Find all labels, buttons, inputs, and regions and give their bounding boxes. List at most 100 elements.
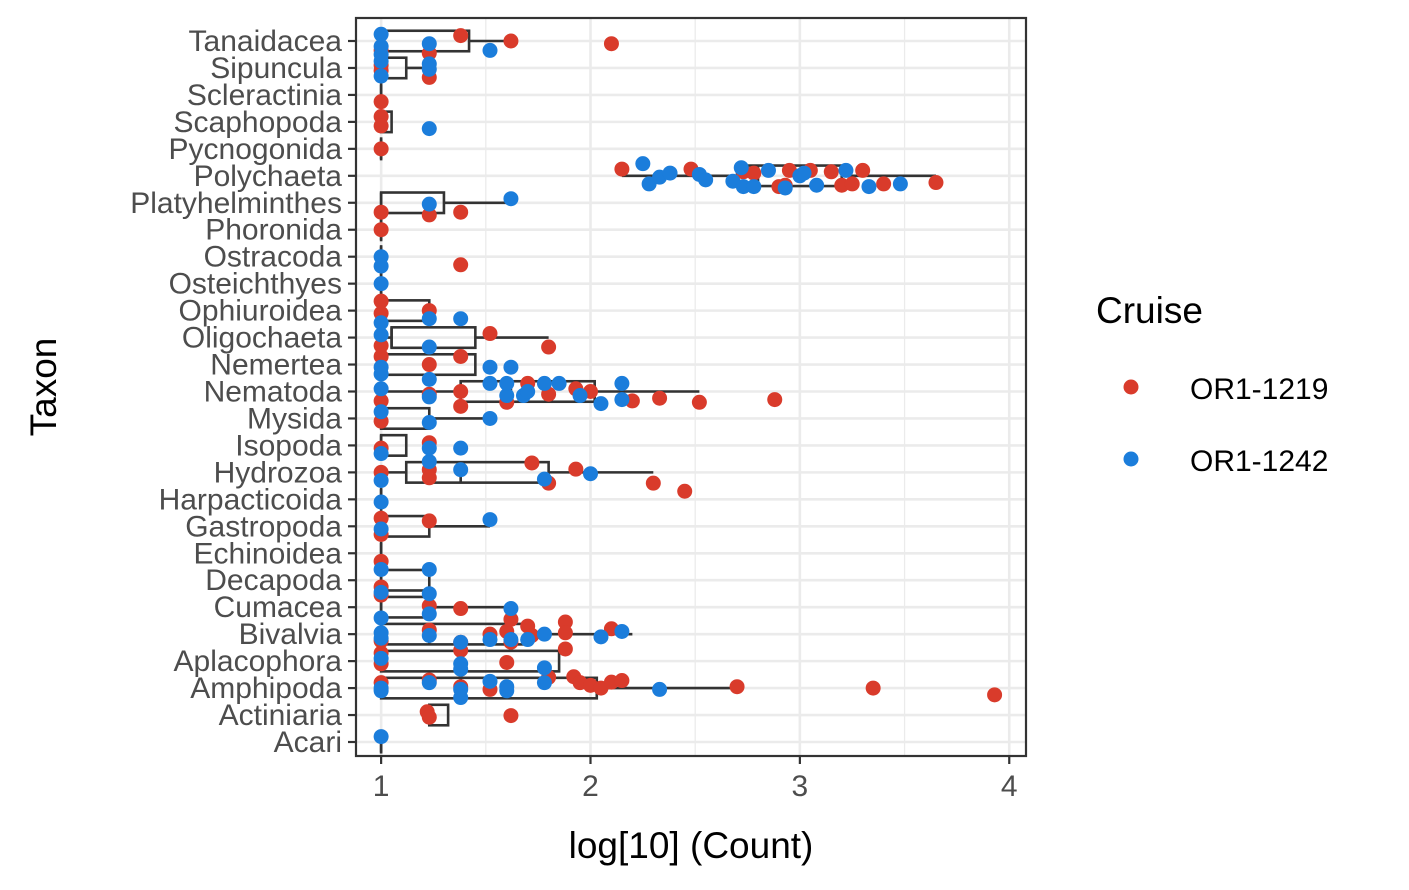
point-or1-1219 xyxy=(928,175,944,191)
point-or1-1242 xyxy=(373,446,389,462)
panel-border xyxy=(354,16,1028,758)
point-or1-1219 xyxy=(614,161,630,177)
point-or1-1242 xyxy=(838,162,854,178)
legend-key-or1-1219 xyxy=(1123,379,1139,395)
point-or1-1242 xyxy=(536,375,552,391)
y-tick-label-cumacea: Cumacea xyxy=(214,591,343,624)
point-or1-1219 xyxy=(652,390,668,406)
y-tick-label-bivalvia: Bivalvia xyxy=(239,618,343,651)
point-or1-1242 xyxy=(503,601,519,617)
legend-key-or1-1242 xyxy=(1123,451,1139,467)
point-or1-1242 xyxy=(373,680,389,696)
point-or1-1242 xyxy=(614,392,630,408)
legend-label-or1-1219: OR1-1219 xyxy=(1190,373,1328,406)
point-or1-1242 xyxy=(536,471,552,487)
point-or1-1219 xyxy=(373,222,389,238)
point-or1-1242 xyxy=(421,121,437,137)
y-tick-label-polychaeta: Polychaeta xyxy=(194,160,343,193)
x-tick-label: 4 xyxy=(1001,770,1018,803)
point-or1-1242 xyxy=(482,42,498,58)
x-tick-label: 2 xyxy=(582,770,599,803)
point-or1-1242 xyxy=(373,366,389,382)
y-tick-label-acari: Acari xyxy=(274,726,342,759)
y-tick-label-isopoda: Isopoda xyxy=(235,429,342,462)
x-tick-label: 1 xyxy=(373,770,390,803)
y-tick-label-mysida: Mysida xyxy=(247,402,342,435)
y-tick-label-platyhelminthes: Platyhelminthes xyxy=(130,187,342,220)
x-axis: 1 2 3 4 xyxy=(373,756,1018,803)
point-or1-1219 xyxy=(729,679,745,695)
y-tick-label-ostracoda: Ostracoda xyxy=(204,241,343,274)
point-or1-1219 xyxy=(373,118,389,134)
point-or1-1242 xyxy=(746,179,762,195)
point-or1-1242 xyxy=(421,440,437,456)
legend-label-or1-1242: OR1-1242 xyxy=(1190,445,1328,478)
point-or1-1219 xyxy=(503,708,519,724)
point-or1-1242 xyxy=(777,180,793,196)
point-or1-1242 xyxy=(503,632,519,648)
point-or1-1242 xyxy=(520,384,536,399)
point-or1-1242 xyxy=(614,375,630,391)
point-or1-1219 xyxy=(421,357,437,373)
point-or1-1219 xyxy=(503,33,519,49)
point-or1-1219 xyxy=(524,455,540,471)
point-or1-1219 xyxy=(499,654,515,670)
point-or1-1242 xyxy=(373,610,389,626)
point-or1-1219 xyxy=(453,601,469,617)
point-or1-1242 xyxy=(536,660,552,676)
y-tick-label-oligochaeta: Oligochaeta xyxy=(182,322,342,355)
point-or1-1242 xyxy=(503,359,519,375)
point-or1-1242 xyxy=(373,404,389,420)
point-or1-1219 xyxy=(987,687,1003,703)
point-or1-1242 xyxy=(453,661,469,677)
x-axis-title: log[10] (Count) xyxy=(569,825,814,866)
point-or1-1219 xyxy=(482,326,498,342)
series-or1-1242 xyxy=(373,26,908,745)
point-or1-1219 xyxy=(767,392,783,408)
point-or1-1219 xyxy=(421,207,437,223)
point-or1-1219 xyxy=(421,470,437,486)
point-or1-1242 xyxy=(373,472,389,488)
point-or1-1219 xyxy=(844,176,860,192)
point-or1-1242 xyxy=(421,628,437,644)
point-or1-1219 xyxy=(453,204,469,220)
point-or1-1242 xyxy=(421,606,437,622)
point-or1-1242 xyxy=(520,632,536,648)
point-or1-1242 xyxy=(453,440,469,456)
y-tick-label-tanaidacea: Tanaidacea xyxy=(189,25,343,58)
point-or1-1219 xyxy=(453,384,469,399)
y-tick-label-phoronida: Phoronida xyxy=(205,214,342,247)
point-or1-1242 xyxy=(373,276,389,292)
point-or1-1242 xyxy=(373,625,389,641)
legend-title: Cruise xyxy=(1096,290,1203,331)
point-or1-1242 xyxy=(482,512,498,528)
point-or1-1242 xyxy=(733,160,749,176)
point-or1-1219 xyxy=(373,348,389,364)
point-or1-1242 xyxy=(373,327,389,343)
point-or1-1242 xyxy=(809,177,825,193)
point-or1-1219 xyxy=(557,641,573,657)
point-or1-1219 xyxy=(421,709,437,725)
point-or1-1242 xyxy=(499,683,515,699)
point-or1-1242 xyxy=(421,454,437,470)
point-or1-1242 xyxy=(421,339,437,355)
point-or1-1242 xyxy=(861,179,877,195)
y-tick-label-aplacophora: Aplacophora xyxy=(174,645,343,678)
y-tick-label-scaphopoda: Scaphopoda xyxy=(174,106,343,139)
point-or1-1242 xyxy=(373,381,389,397)
point-or1-1219 xyxy=(691,394,707,410)
point-or1-1219 xyxy=(373,338,389,354)
series-or1-1219 xyxy=(373,28,1003,725)
point-or1-1242 xyxy=(583,466,598,482)
point-or1-1219 xyxy=(373,141,389,157)
point-or1-1242 xyxy=(421,196,437,212)
point-or1-1242 xyxy=(421,371,437,387)
point-or1-1242 xyxy=(421,415,437,431)
y-tick-label-gastropoda: Gastropoda xyxy=(185,510,342,543)
point-or1-1219 xyxy=(373,393,389,409)
point-or1-1242 xyxy=(453,462,469,478)
y-tick-label-actiniaria: Actiniaria xyxy=(219,699,343,732)
point-or1-1219 xyxy=(865,680,881,696)
point-or1-1242 xyxy=(652,681,668,697)
